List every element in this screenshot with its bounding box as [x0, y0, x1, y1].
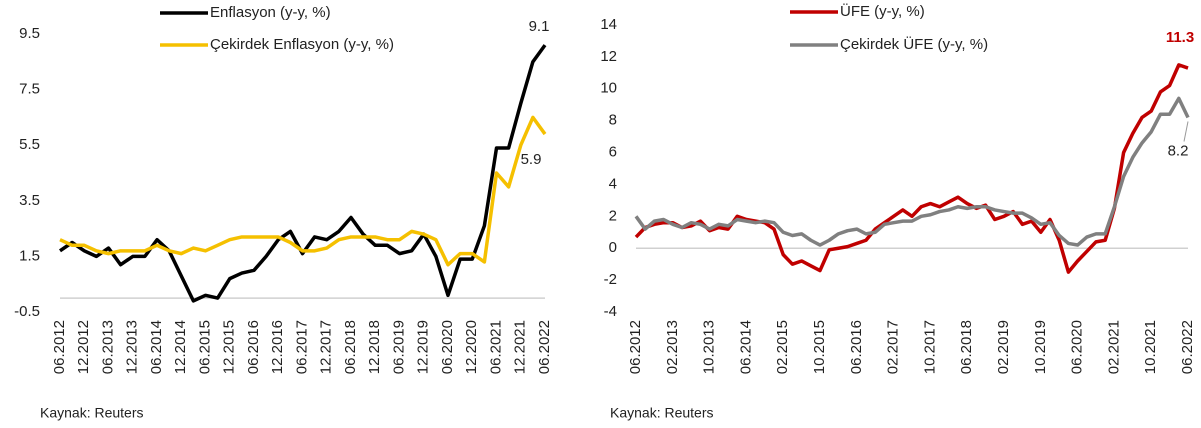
x-tick-label: 06.2012: [627, 320, 644, 374]
x-tick-label: 12.2013: [124, 320, 141, 374]
x-tick-label: 06.2013: [99, 320, 116, 374]
x-tick-label: 06.2017: [293, 320, 310, 374]
y-tick-label: -2: [604, 271, 617, 288]
y-tick-label: 0: [609, 239, 617, 256]
legend-label: Çekirdek ÜFE (y-y, %): [840, 35, 988, 53]
series-line: [634, 96, 1190, 247]
y-tick-label: 14: [600, 16, 617, 33]
source: Kaynak: Reuters: [610, 405, 714, 421]
y-tick-label: 4: [609, 175, 617, 192]
x-tick-label: 12.2012: [75, 320, 92, 374]
x-tick-label: 06.2019: [390, 320, 407, 374]
x-tick-label: 02.2013: [664, 320, 681, 374]
x-tick-label: 06.2014: [737, 320, 754, 374]
leader-line: [1183, 121, 1189, 142]
value-label: 8.2: [1168, 142, 1189, 159]
x-tick-label: 12.2018: [366, 320, 383, 374]
series-line: [634, 63, 1189, 274]
x-tick-label: 10.2021: [1142, 320, 1159, 374]
x-tick-label: 06.2016: [245, 320, 262, 374]
x-tick-label: 06.2020: [1069, 320, 1086, 374]
y-tick-label: 3.5: [19, 192, 40, 209]
x-tick-label: 06.2015: [196, 320, 213, 374]
x-tick-label: 10.2019: [1032, 320, 1049, 374]
x-tick-label: 06.2022: [1179, 320, 1196, 374]
legend-label: Enflasyon (y-y, %): [210, 4, 331, 21]
x-tick-label: 12.2019: [415, 320, 432, 374]
legend-label: ÜFE (y-y, %): [840, 2, 925, 20]
value-label: 11.3: [1166, 29, 1194, 46]
x-tick-label: 12.2020: [463, 320, 480, 374]
y-tick-label: 9.5: [19, 25, 40, 42]
x-tick-label: 02.2017: [885, 320, 902, 374]
x-tick-label: 12.2016: [269, 320, 286, 374]
x-tick-label: 12.2021: [512, 320, 529, 374]
x-tick-label: 06.2018: [958, 320, 975, 374]
x-tick-label: 10.2015: [811, 320, 828, 374]
x-tick-label: 06.2018: [342, 320, 359, 374]
y-tick-label: 7.5: [19, 81, 40, 98]
y-tick-label: 6: [609, 144, 617, 161]
x-tick-label: 06.2021: [487, 320, 504, 374]
x-tick-label: 06.2016: [848, 320, 865, 374]
x-tick-label: 12.2015: [221, 320, 238, 374]
x-tick-label: 02.2015: [774, 320, 791, 374]
y-tick-label: 8: [609, 112, 617, 129]
y-tick-label: -0.5: [14, 303, 40, 320]
series-line: [59, 115, 547, 267]
y-tick-label: -4: [604, 303, 617, 320]
x-tick-label: 10.2017: [921, 320, 938, 374]
y-tick-label: 10: [600, 80, 617, 97]
x-tick-label: 02.2019: [995, 320, 1012, 374]
x-tick-label: 02.2021: [1105, 320, 1122, 374]
x-tick-label: 06.2014: [148, 320, 165, 374]
x-tick-label: 06.2020: [439, 320, 456, 374]
y-tick-label: 1.5: [19, 247, 40, 264]
y-tick-label: 12: [600, 48, 617, 65]
source: Kaynak: Reuters: [40, 405, 144, 421]
series-line: [59, 44, 547, 303]
y-tick-label: 2: [609, 207, 617, 224]
legend-label: Çekirdek Enflasyon (y-y, %): [210, 36, 394, 53]
value-label: 5.9: [521, 151, 542, 168]
x-tick-label: 06.2012: [51, 320, 68, 374]
x-tick-label: 12.2017: [318, 320, 335, 374]
x-tick-label: 10.2013: [701, 320, 718, 374]
x-tick-label: 12.2014: [172, 320, 189, 374]
value-label: 9.1: [529, 18, 550, 35]
x-tick-label: 06.2022: [536, 320, 553, 374]
y-tick-label: 5.5: [19, 136, 40, 153]
